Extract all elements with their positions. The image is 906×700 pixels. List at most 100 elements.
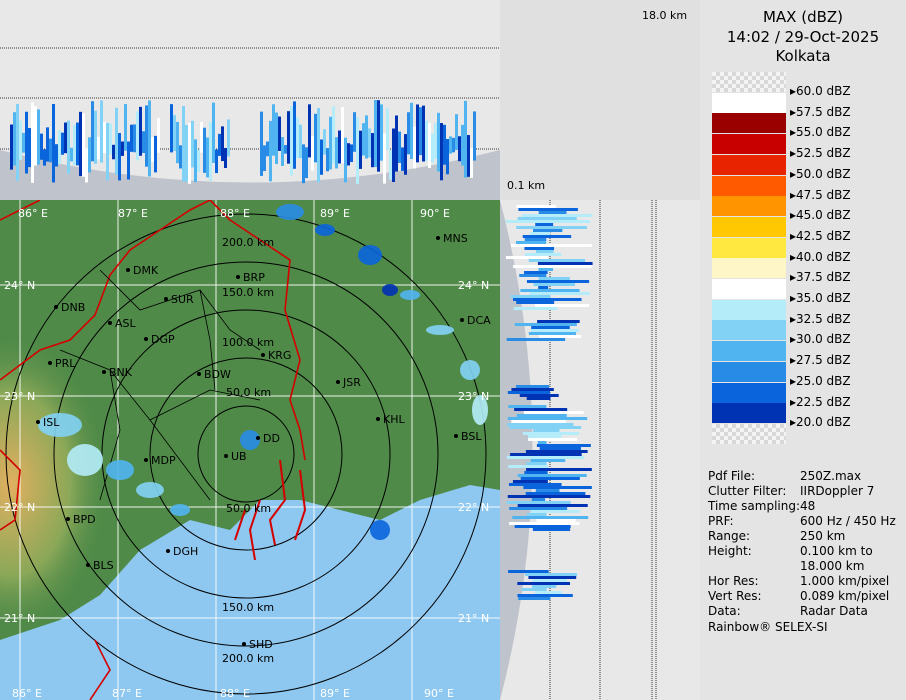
section-echo bbox=[386, 108, 389, 151]
section-echo bbox=[148, 100, 151, 177]
section-echo bbox=[133, 124, 136, 153]
info-value: 1.000 km/pixel bbox=[800, 574, 890, 588]
section-echo bbox=[221, 126, 224, 162]
section-echo bbox=[371, 133, 374, 168]
section-echo bbox=[269, 120, 272, 182]
section-echo bbox=[320, 139, 323, 175]
section-echo bbox=[532, 585, 557, 588]
legend-label: ▸27.5 dBZ bbox=[790, 353, 851, 367]
city-marker bbox=[126, 268, 130, 272]
radar-echo bbox=[170, 504, 190, 516]
section-echo bbox=[260, 111, 263, 176]
section-echo bbox=[127, 141, 130, 180]
info-value: 0.089 km/pixel bbox=[800, 589, 890, 603]
section-echo bbox=[31, 102, 34, 183]
legend-swatch bbox=[712, 134, 786, 154]
city-marker bbox=[108, 321, 112, 325]
section-echo bbox=[10, 124, 13, 170]
section-echo bbox=[455, 114, 458, 151]
section-echo bbox=[528, 332, 576, 335]
lon-label-86-bottom: 86° E bbox=[12, 687, 42, 700]
section-echo bbox=[157, 117, 160, 153]
section-echo bbox=[532, 528, 571, 531]
section-echo bbox=[212, 102, 215, 163]
section-echo bbox=[535, 591, 562, 594]
section-echo bbox=[510, 453, 582, 456]
radar-echo bbox=[472, 395, 488, 425]
radar-echo bbox=[358, 245, 382, 265]
section-echo bbox=[537, 262, 593, 265]
section-echo bbox=[517, 217, 577, 220]
section-echo bbox=[512, 265, 592, 268]
lat-label-21: 21° N bbox=[4, 612, 35, 625]
lat-label-23: 23° N bbox=[4, 390, 35, 403]
section-echo bbox=[206, 137, 209, 178]
info-key: Hor Res: bbox=[708, 574, 759, 588]
section-echo bbox=[344, 137, 347, 183]
section-echo bbox=[532, 579, 567, 582]
section-echo bbox=[461, 124, 464, 166]
top-section-plot bbox=[0, 47, 500, 200]
section-echo bbox=[506, 501, 571, 504]
legend-swatch bbox=[712, 72, 786, 92]
radar-echo bbox=[38, 413, 82, 437]
section-echo bbox=[516, 205, 556, 208]
section-echo bbox=[218, 133, 221, 156]
legend-label: ▸42.5 dBZ bbox=[790, 229, 851, 243]
legend-label: ▸45.0 dBZ bbox=[790, 208, 851, 222]
city-marker bbox=[66, 517, 70, 521]
city-label: SHD bbox=[249, 638, 273, 651]
section-echo bbox=[510, 295, 551, 298]
range-label-50-south: 50.0 km bbox=[226, 502, 271, 515]
radar-echo bbox=[315, 224, 335, 236]
section-echo bbox=[103, 122, 106, 154]
legend-swatch bbox=[712, 217, 786, 237]
legend-swatch bbox=[712, 258, 786, 278]
section-echo bbox=[109, 123, 112, 155]
city-marker bbox=[242, 642, 246, 646]
section-echo bbox=[511, 388, 554, 391]
param-title: MAX (dBZ) bbox=[762, 8, 844, 26]
section-echo bbox=[359, 130, 362, 169]
city-label: JSR bbox=[342, 376, 361, 389]
legend-label: ▸60.0 dBZ bbox=[790, 84, 851, 98]
section-echo bbox=[533, 429, 560, 432]
legend-label: ▸40.0 dBZ bbox=[790, 250, 851, 264]
section-echo bbox=[91, 101, 94, 162]
section-echo bbox=[516, 414, 567, 417]
section-echo bbox=[514, 408, 568, 411]
legend-swatch bbox=[712, 424, 786, 444]
radar-echo bbox=[460, 360, 480, 380]
legend-label: ▸55.0 dBZ bbox=[790, 125, 851, 139]
info-value: 0.100 km to bbox=[800, 544, 873, 558]
city-label: ASL bbox=[115, 317, 137, 330]
range-label-200-north: 200.0 km bbox=[222, 236, 274, 249]
section-echo bbox=[526, 468, 592, 471]
section-echo bbox=[514, 525, 571, 528]
legend-label: ▸32.5 dBZ bbox=[790, 312, 851, 326]
section-echo bbox=[531, 498, 546, 501]
section-echo bbox=[389, 149, 392, 180]
info-key: PRF: bbox=[708, 514, 734, 528]
section-echo bbox=[512, 516, 589, 519]
section-echo bbox=[112, 144, 115, 160]
section-echo bbox=[296, 117, 299, 159]
radar-echo bbox=[276, 204, 304, 220]
legend-label: ▸35.0 dBZ bbox=[790, 291, 851, 305]
lat-label-21-right: 21° N bbox=[458, 612, 489, 625]
section-echo bbox=[470, 148, 473, 178]
info-value: 18.000 km bbox=[800, 559, 865, 573]
section-echo bbox=[518, 208, 578, 211]
city-marker bbox=[48, 361, 52, 365]
city-label: BDW bbox=[204, 368, 231, 381]
north-south-cross-section bbox=[0, 0, 500, 200]
city-label: DMK bbox=[133, 264, 159, 277]
section-echo bbox=[284, 145, 287, 154]
section-echo bbox=[529, 292, 591, 295]
section-echo bbox=[299, 124, 302, 159]
section-echo bbox=[538, 277, 570, 280]
section-echo bbox=[516, 301, 555, 304]
section-echo bbox=[392, 128, 395, 182]
section-echo bbox=[43, 149, 46, 166]
section-echo bbox=[434, 123, 437, 159]
